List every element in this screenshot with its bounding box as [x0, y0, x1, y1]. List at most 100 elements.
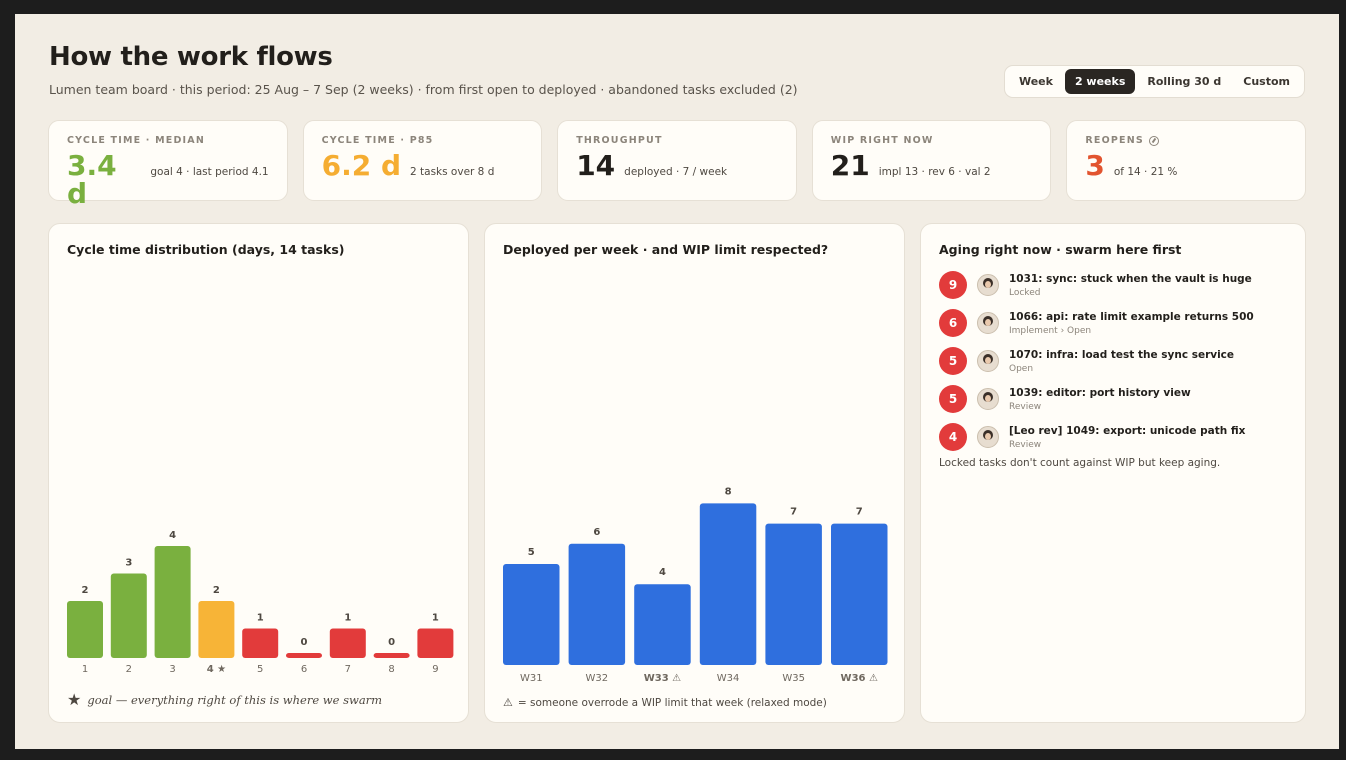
distribution-bar[interactable] [67, 601, 103, 658]
distribution-category-label: 9 [432, 664, 438, 675]
age-badge: 9 [939, 271, 967, 299]
task-status: Locked [1009, 287, 1041, 298]
distribution-bar[interactable] [198, 601, 235, 658]
distribution-bar-value: 1 [344, 613, 351, 624]
range-option-rolling-30d[interactable]: Rolling 30 d [1147, 75, 1222, 88]
age-badge: 5 [939, 385, 967, 413]
distribution-bar-value: 0 [388, 637, 395, 648]
range-option-week[interactable]: Week [1018, 75, 1053, 88]
range-toggle: Week 2 weeks Rolling 30 d Custom [1003, 65, 1305, 98]
distribution-bar-value: 4 [169, 530, 176, 541]
weekly-category-label: W36 ⚠ [841, 673, 878, 684]
kpi-card-reopens[interactable]: REOPENS 3 of 14 · 21 % [1066, 120, 1306, 201]
aging-item[interactable]: 5 1070: infra: load test the sync servic… [939, 342, 1289, 380]
task-title[interactable]: 1066: api: rate limit example returns 50… [1009, 310, 1254, 323]
weekly-bar[interactable] [699, 503, 757, 665]
distribution-category-label: 1 [82, 664, 88, 675]
kpi-label: CYCLE TIME · MEDIAN [67, 135, 205, 146]
kpi-value: 21 [830, 149, 870, 182]
wip-override-footnote: ⚠ = someone overrode a WIP limit that we… [503, 696, 827, 709]
weekly-category-label: W32 [586, 673, 609, 684]
panel-title: Aging right now · swarm here first [939, 242, 1182, 257]
task-title[interactable]: 1070: infra: load test the sync service [1009, 348, 1235, 361]
warning-icon: ⚠ [503, 696, 513, 709]
weekly-bar[interactable] [831, 523, 888, 665]
star-icon: ★ [67, 690, 82, 709]
task-title[interactable]: [Leo rev] 1049: export: unicode path fix [1009, 424, 1246, 437]
distribution-bar-value: 3 [125, 558, 132, 569]
page-subtitle: Lumen team board · this period: 25 Aug –… [49, 82, 798, 97]
task-title[interactable]: 1039: editor: port history view [1009, 386, 1191, 399]
kpi-label: WIP RIGHT NOW [830, 135, 934, 146]
range-option-custom[interactable]: Custom [1243, 75, 1290, 88]
aging-item[interactable]: 9 1031: sync: stuck when the vault is hu… [939, 266, 1289, 304]
distribution-category-label: 5 [257, 664, 263, 675]
avatar [977, 388, 999, 410]
aging-item[interactable]: 4 [Leo rev] 1049: export: unicode path f… [939, 418, 1289, 456]
aging-panel: Aging right now · swarm here first 9 103… [920, 223, 1306, 723]
weekly-category-label: W35 [782, 673, 805, 684]
page-title: How the work flows [49, 42, 333, 72]
distribution-bar-value: 1 [257, 613, 264, 624]
weekly-bar-value: 5 [528, 547, 535, 558]
dashboard-frame: How the work flows Lumen team board · th… [15, 14, 1339, 749]
kpi-label: CYCLE TIME · P85 [321, 135, 434, 146]
distribution-bar[interactable] [154, 546, 191, 658]
kpi-card-throughput[interactable]: THROUGHPUT 14 deployed · 7 / week [557, 120, 797, 201]
kpi-row: CYCLE TIME · MEDIAN 3.4 d goal 4 · last … [48, 120, 1306, 208]
weekly-bar-value: 6 [593, 527, 600, 538]
avatar [977, 274, 999, 296]
distribution-category-label: 3 [169, 664, 175, 675]
avatar [977, 426, 999, 448]
kpi-note: goal 4 · last period 4.1 [150, 166, 269, 178]
aging-item[interactable]: 5 1039: editor: port history view Review [939, 380, 1289, 418]
distribution-bar[interactable] [110, 573, 147, 659]
kpi-card-cycle-median[interactable]: CYCLE TIME · MEDIAN 3.4 d goal 4 · last … [48, 120, 288, 208]
age-badge: 6 [939, 309, 967, 337]
distribution-category-label: 7 [345, 664, 351, 675]
kpi-value: 6.2 d [321, 149, 401, 182]
task-status: Review [1009, 401, 1042, 412]
task-status: Open [1009, 363, 1034, 374]
kpi-label: REOPENS [1085, 135, 1287, 146]
range-option-2-weeks[interactable]: 2 weeks [1064, 69, 1136, 94]
info-icon[interactable] [1148, 135, 1159, 146]
avatar [977, 350, 999, 372]
kpi-value: 3 [1085, 149, 1105, 182]
distribution-bar[interactable] [329, 628, 366, 659]
kpi-note: deployed · 7 / week [624, 166, 728, 178]
kpi-note: of 14 · 21 % [1113, 166, 1178, 178]
kpi-value: 3.4 d [67, 149, 117, 210]
distribution-category-label: 8 [388, 664, 394, 675]
distribution-bar[interactable] [373, 653, 410, 658]
kpi-value: 14 [576, 149, 616, 182]
task-status: Implement › Open [1009, 325, 1092, 336]
distribution-bar-value: 1 [432, 613, 439, 624]
aging-note: Locked tasks don't count against WIP but… [939, 457, 1221, 469]
distribution-bar[interactable] [417, 628, 454, 659]
age-badge: 4 [939, 423, 967, 451]
kpi-card-wip[interactable]: WIP RIGHT NOW 21 impl 13 · rev 6 · val 2 [811, 120, 1052, 201]
wip-override-footnote-text: = someone overrode a WIP limit that week… [517, 696, 827, 709]
weekly-category-label: W31 [520, 673, 543, 684]
distribution-category-label: 4 ★ [207, 664, 226, 675]
weekly-bar[interactable] [503, 564, 560, 665]
distribution-bar[interactable] [286, 653, 322, 658]
cycle-time-distribution-chart: 2 1 3 2 4 3 2 4 ★ 1 5 0 6 1 7 0 8 1 9 [67, 530, 454, 675]
cycle-time-distribution-panel: Cycle time distribution (days, 14 tasks)… [48, 223, 469, 723]
weekly-bar[interactable] [765, 523, 822, 665]
kpi-label-text: REOPENS [1085, 135, 1144, 146]
kpi-note: impl 13 · rev 6 · val 2 [878, 166, 991, 178]
kpi-label: THROUGHPUT [576, 135, 663, 146]
aging-item[interactable]: 6 1066: api: rate limit example returns … [939, 304, 1289, 342]
task-title[interactable]: 1031: sync: stuck when the vault is huge [1009, 272, 1252, 285]
weekly-bar[interactable] [634, 584, 691, 665]
panel-title: Cycle time distribution (days, 14 tasks) [67, 242, 345, 257]
weekly-bar[interactable] [568, 543, 626, 665]
deployed-per-week-panel: Deployed per week · and WIP limit respec… [484, 223, 905, 723]
distribution-bar-value: 2 [82, 585, 89, 596]
distribution-bar[interactable] [242, 628, 279, 659]
distribution-bar-value: 0 [301, 637, 308, 648]
distribution-category-label: 2 [126, 664, 132, 675]
kpi-card-cycle-p85[interactable]: CYCLE TIME · P85 6.2 d 2 tasks over 8 d [302, 120, 543, 201]
